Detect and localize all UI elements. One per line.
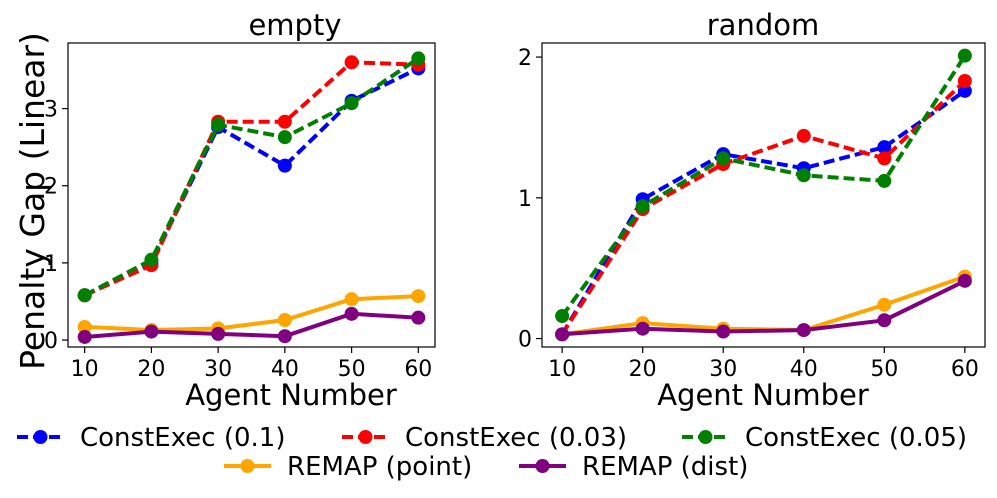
legend-marker — [358, 430, 373, 444]
legend: ConstExec (0.1) ConstExec (0.03) ConstExec… — [17, 423, 967, 482]
data-point-remap-dist — [877, 313, 892, 328]
legend-item-remap-dist: REMAP (dist) — [519, 452, 748, 482]
x-tick-label: 40 — [790, 357, 818, 382]
series-line-constexec-0-1 — [83, 66, 420, 298]
legend-label: ConstExec (0.05) — [745, 423, 967, 453]
y-tick-label: 0 — [518, 328, 532, 353]
data-point-remap-dist — [716, 324, 731, 339]
data-point-constexec-0-05 — [555, 309, 570, 324]
plot-area-frame — [67, 42, 436, 348]
data-point-constexec-0-1 — [957, 83, 972, 98]
series-line-constexec-0-05 — [83, 56, 420, 298]
series-line-remap-point — [561, 274, 966, 337]
x-tick-label: 40 — [271, 357, 299, 382]
data-point-constexec-0-05 — [277, 130, 292, 145]
x-tick-label: 50 — [338, 357, 366, 382]
data-point-constexec-0-03 — [344, 55, 359, 70]
x-tick-label: 30 — [709, 357, 737, 382]
legend-marker — [33, 430, 48, 444]
y-tick-label: 2 — [44, 175, 58, 200]
x-tick-label: 20 — [137, 357, 165, 382]
x-axis-label: Agent Number — [657, 378, 869, 412]
y-tick-label: 0 — [44, 329, 58, 354]
series-line-remap-dist — [84, 311, 419, 339]
y-tick-label: 2 — [518, 46, 532, 71]
series-line-remap-dist — [561, 279, 966, 337]
data-point-constexec-0-05 — [877, 173, 892, 188]
data-point-remap-point — [344, 292, 359, 307]
data-point-constexec-0-03 — [277, 114, 292, 129]
legend-marker — [240, 459, 255, 473]
data-point-constexec-0-05 — [144, 252, 159, 267]
x-tick-label: 10 — [548, 357, 576, 382]
y-tick-label: 3 — [44, 98, 58, 123]
chart-title: random — [707, 8, 819, 42]
series-line-constexec-0-05 — [560, 54, 967, 318]
legend-marker — [535, 459, 550, 473]
legend-item-constexec-0-05: ConstExec (0.05) — [682, 423, 967, 453]
data-point-remap-point — [277, 312, 292, 327]
series-line-remap-point — [84, 294, 419, 332]
data-point-remap-dist — [344, 306, 359, 321]
legend-item-constexec-0-03: ConstExec (0.03) — [342, 423, 627, 453]
data-point-constexec-0-05 — [211, 117, 226, 132]
x-tick-label: 60 — [404, 357, 432, 382]
chart-panel-empty: empty Agent Number 10 20 30 40 50 60 0 1 2 3 — [44, 8, 436, 412]
data-point-constexec-0-05 — [957, 48, 972, 63]
legend-marker — [698, 430, 713, 444]
x-axis-label: Agent Number — [185, 378, 397, 412]
chart-panel-random: random Agent Number 10 20 30 40 50 60 0 1 2 — [518, 8, 986, 412]
data-point-constexec-0-05 — [411, 51, 426, 66]
data-point-constexec-0-05 — [344, 96, 359, 111]
legend-item-constexec-0-1: ConstExec (0.1) — [17, 423, 286, 453]
x-tick-label: 30 — [204, 357, 232, 382]
data-point-constexec-0-1 — [877, 140, 892, 155]
y-tick-label: 1 — [518, 187, 532, 212]
x-tick-label: 50 — [870, 357, 898, 382]
data-point-remap-dist — [277, 329, 292, 344]
data-point-remap-dist — [635, 321, 650, 336]
data-point-remap-point — [77, 319, 92, 334]
data-point-remap-dist — [77, 329, 92, 344]
data-point-constexec-0-03 — [877, 151, 892, 166]
data-point-constexec-0-05 — [716, 151, 731, 166]
data-point-constexec-0-05 — [796, 168, 811, 183]
legend-item-remap-point: REMAP (point) — [224, 452, 472, 482]
x-tick-label: 20 — [629, 357, 657, 382]
legend-label: REMAP (point) — [287, 452, 472, 482]
data-point-constexec-0-03 — [957, 74, 972, 88]
y-tick-label: 1 — [44, 252, 58, 277]
chart-title: empty — [248, 8, 341, 42]
x-tick-label: 10 — [71, 357, 99, 382]
series-line-constexec-0-03 — [83, 60, 419, 298]
data-point-remap-dist — [211, 326, 226, 341]
data-point-remap-point — [877, 297, 892, 312]
data-point-remap-dist — [144, 324, 159, 339]
x-tick-label: 60 — [951, 357, 979, 382]
data-point-remap-dist — [411, 310, 426, 325]
data-point-constexec-0-03 — [796, 128, 811, 143]
data-point-remap-point — [411, 289, 426, 304]
data-point-constexec-0-05 — [77, 288, 92, 303]
legend-label: ConstExec (0.03) — [405, 423, 627, 453]
data-point-remap-dist — [957, 273, 972, 288]
data-point-constexec-0-1 — [277, 158, 292, 173]
data-point-remap-dist — [555, 327, 570, 342]
plot-area-frame — [541, 42, 986, 348]
legend-label: ConstExec (0.1) — [80, 423, 286, 453]
data-point-constexec-0-05 — [635, 199, 650, 214]
y-axis-label: Penalty Gap (Linear) — [13, 32, 52, 370]
data-point-remap-dist — [796, 323, 811, 338]
legend-label: REMAP (dist) — [582, 452, 748, 482]
